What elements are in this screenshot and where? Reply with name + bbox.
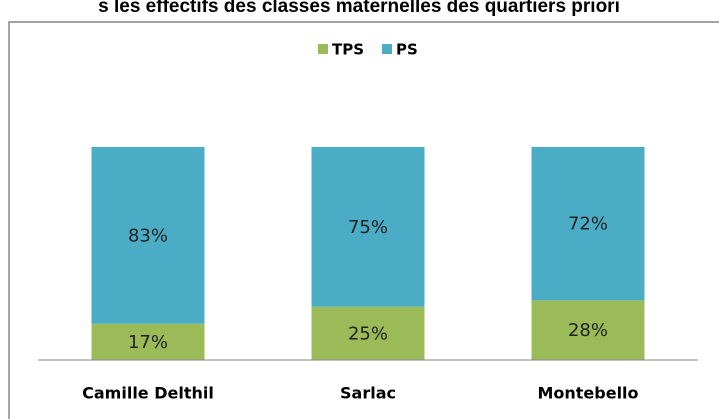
bar-segment	[531, 147, 645, 301]
data-label: 17%	[128, 332, 168, 353]
legend-label: PS	[396, 41, 418, 59]
data-label: 72%	[568, 214, 608, 235]
bar-segment	[91, 323, 205, 360]
x-tick-label: Sarlac	[340, 384, 396, 403]
x-tick-label: Camille Delthil	[82, 384, 214, 403]
bar-segment	[311, 306, 425, 360]
bar-segment	[531, 300, 645, 360]
data-label: 83%	[128, 225, 168, 246]
x-tick-label: Montebello	[537, 384, 638, 403]
legend-swatch	[382, 44, 393, 54]
bar-segment	[91, 147, 205, 324]
legend-swatch	[318, 44, 328, 54]
chart-title: s les effectifs des classes maternelles …	[98, 0, 620, 17]
bar-segment	[311, 147, 425, 307]
data-label: 75%	[348, 217, 388, 238]
data-label: 28%	[568, 320, 608, 341]
legend-label: TPS	[332, 41, 364, 59]
data-label: 25%	[348, 323, 388, 344]
